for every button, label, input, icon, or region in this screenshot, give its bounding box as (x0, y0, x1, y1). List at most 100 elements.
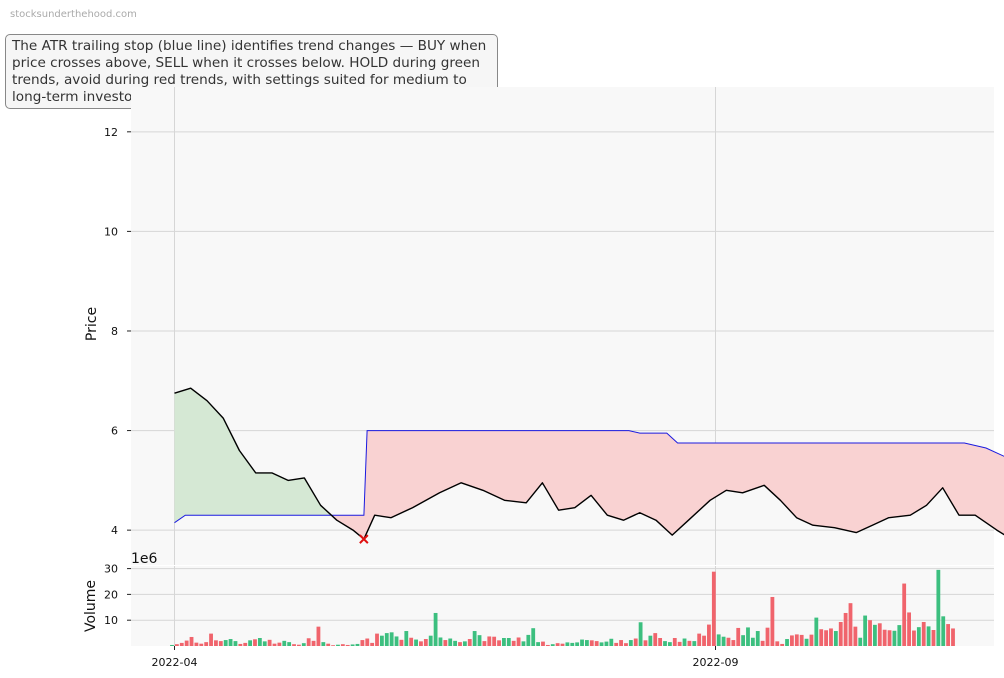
volume-bar (472, 631, 477, 646)
volume-bar (531, 628, 536, 646)
volume-scale-label: 1e6 (131, 551, 158, 567)
volume-bar (409, 637, 414, 646)
volume-bar (301, 643, 306, 646)
volume-bar (516, 637, 521, 646)
volume-bar (594, 641, 599, 646)
volume-bar (609, 638, 614, 646)
volume-bar (267, 639, 272, 646)
volume-bar (936, 569, 941, 646)
sell-signal-marker (359, 534, 369, 544)
volume-bar (794, 634, 799, 646)
volume-bar (384, 633, 389, 646)
volume-bar (511, 640, 516, 646)
volume-bar (902, 583, 907, 646)
volume-bar (223, 640, 228, 646)
volume-bar (355, 643, 360, 646)
volume-bar (907, 612, 911, 646)
volume-bar (345, 644, 350, 646)
volume-bar (829, 628, 833, 646)
volume-bar (741, 635, 746, 646)
volume-bar (863, 615, 868, 646)
downtrend-fill (331, 430, 1004, 540)
volume-bar (858, 637, 863, 646)
volume-bar (419, 641, 423, 646)
volume-bar (248, 640, 253, 646)
volume-bar (614, 642, 619, 646)
volume-bar (560, 643, 565, 646)
volume-bar (726, 637, 731, 646)
volume-bar (697, 633, 702, 646)
volume-bar (370, 642, 375, 646)
volume-bar (243, 642, 248, 646)
volume-bar (477, 635, 482, 646)
volume-bar (848, 603, 853, 646)
price-y-tick-label: 4 (111, 524, 118, 537)
volume-bar (775, 641, 780, 646)
volume-bar (736, 627, 741, 646)
price-panel: 4 6 8 10 12 Price (84, 87, 1004, 565)
volume-bar (833, 631, 838, 646)
price-y-tick-label: 10 (104, 225, 118, 238)
volume-bar (199, 643, 204, 646)
volume-bar (575, 642, 580, 646)
volume-bar (819, 629, 824, 646)
volume-bar (941, 616, 946, 646)
volume-bar (580, 639, 584, 646)
price-y-tick-label: 6 (111, 425, 118, 438)
volume-y-tick-label: 20 (104, 588, 118, 601)
trailing-stop-line (174, 430, 1004, 524)
volume-bar (667, 642, 672, 646)
volume-bar (414, 639, 418, 646)
volume-bar (428, 635, 433, 646)
volume-bar (179, 642, 184, 646)
volume-bar (438, 637, 443, 646)
volume-bar (502, 638, 506, 646)
volume-bar (404, 631, 409, 646)
volume-bar (887, 630, 892, 646)
volume-bar (209, 633, 213, 646)
volume-bar (550, 644, 555, 646)
volume-bar (648, 635, 653, 646)
volume-bar (624, 643, 628, 646)
volume-bar (765, 627, 770, 646)
volume-bar (297, 644, 301, 646)
volume-bar (585, 640, 589, 646)
volume-bar (672, 638, 677, 646)
volume-bar (228, 639, 233, 646)
volume-bar (257, 638, 262, 646)
price-line (174, 387, 1004, 540)
volume-bar (755, 631, 760, 646)
volume-bar (521, 641, 526, 646)
volume-bar (838, 622, 843, 646)
volume-bar (331, 645, 335, 646)
volume-axis-label: Volume (83, 580, 99, 632)
volume-bar (375, 633, 379, 646)
volume-bar (750, 637, 755, 646)
volume-bar (663, 641, 667, 646)
volume-bar (316, 626, 321, 646)
volume-bar (638, 622, 643, 646)
volume-bar (204, 642, 209, 646)
volume-bar (170, 644, 174, 646)
volume-bar (868, 620, 872, 646)
volume-bar (921, 622, 926, 646)
volume-bar (253, 639, 257, 646)
volume-bar (809, 634, 814, 646)
volume-bar (497, 640, 501, 646)
volume-bar (394, 636, 399, 646)
volume-bar (340, 644, 345, 646)
volume-bar (731, 640, 736, 646)
volume-bar (174, 644, 179, 646)
x-tick-label: 2022-09 (693, 656, 739, 669)
volume-bar (321, 642, 326, 646)
volume-bar (897, 625, 902, 646)
volume-bar (877, 623, 882, 646)
volume-bar (443, 640, 448, 646)
volume-bar (282, 640, 287, 646)
volume-bar (570, 642, 575, 646)
volume-bar (760, 640, 765, 646)
volume-bar (619, 640, 623, 646)
volume-bar (790, 635, 794, 646)
volume-bar (599, 642, 604, 646)
volume-bar (873, 624, 877, 646)
